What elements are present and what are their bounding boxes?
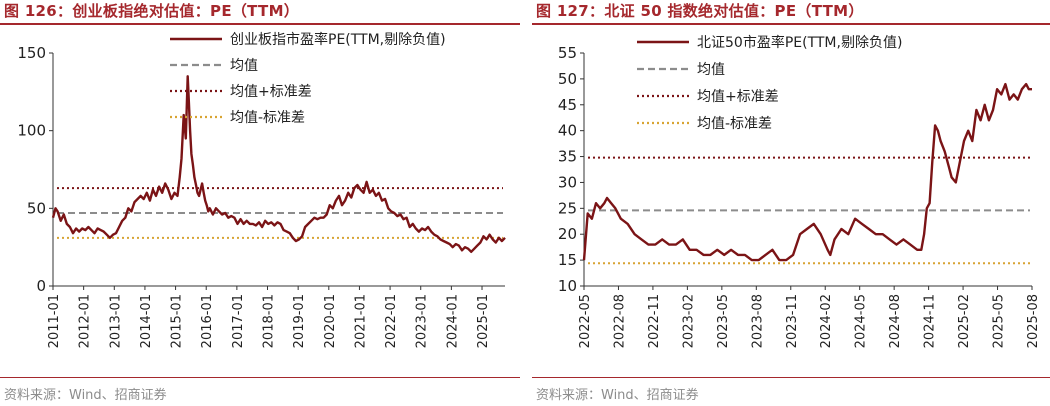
x-tick-label: 2022-08: [612, 294, 627, 348]
x-tick-label: 2012-01: [78, 294, 93, 348]
x-tick-label: 2024-02: [819, 294, 834, 348]
x-tick-label: 2022-05: [578, 294, 593, 348]
x-tick-label: 2018-01: [262, 294, 277, 348]
y-tick-label: 25: [558, 199, 577, 217]
pe-series-line: [51, 75, 506, 254]
x-tick-label: 2025-01: [476, 294, 491, 348]
x-tick-label: 2023-11: [785, 294, 800, 348]
y-tick-label: 45: [558, 96, 577, 114]
y-tick-label: 30: [558, 173, 577, 191]
x-tick-label: 2024-11: [923, 294, 938, 348]
legend-label: 均值-标准差: [230, 110, 305, 126]
x-tick-label: 2025-05: [992, 294, 1007, 348]
y-tick-label: 100: [17, 122, 46, 140]
y-tick-label: 40: [558, 122, 577, 140]
x-tick-label: 2017-01: [231, 294, 246, 348]
y-tick-label: 55: [558, 44, 577, 62]
chart-panel-pe-bse50: 图 127：北证 50 指数绝对估值：PE（TTM） 10 15 20 25 30 35 4…: [532, 0, 1050, 406]
x-tick-label: 2015-01: [170, 294, 185, 348]
legend-label: 均值+标准差: [230, 84, 312, 100]
y-tick-label: 10: [558, 277, 577, 295]
y-tick-label: 150: [17, 44, 46, 62]
x-tick-label: 2024-05: [854, 294, 869, 348]
y-tick-label: 50: [27, 199, 46, 217]
source-note: 资料来源：Wind、招商证券: [4, 388, 167, 403]
x-tick-label: 2024-01: [445, 294, 460, 348]
legend-label: 均值: [230, 58, 258, 74]
x-tick-label: 2023-05: [716, 294, 731, 348]
title-divider: [0, 23, 520, 25]
source-note: 资料来源：Wind、招商证券: [536, 388, 699, 403]
x-tick-label: 2013-01: [108, 294, 123, 348]
y-tick-label: 35: [558, 148, 577, 166]
y-tick-label: 15: [558, 251, 577, 269]
x-tick-label: 2019-01: [292, 294, 307, 348]
legend-label: 创业板指市盈率PE(TTM,剔除负值): [230, 31, 446, 48]
legend-label: 均值+标准差: [697, 89, 779, 105]
pe-series-line: [582, 82, 1032, 262]
figure-title: 图 127：北证 50 指数绝对估值：PE（TTM）: [536, 2, 864, 20]
x-tick-label: 2014-01: [139, 294, 154, 348]
x-tick-label: 2023-08: [750, 294, 765, 348]
legend-label: 均值-标准差: [697, 116, 772, 132]
title-divider: [532, 23, 1050, 25]
x-tick-label: 2022-01: [384, 294, 399, 348]
x-tick-label: 2025-08: [1026, 294, 1041, 348]
x-tick-label: 2020-01: [323, 294, 338, 348]
footer-divider: [532, 377, 1050, 378]
x-tick-label: 2011-01: [47, 294, 62, 348]
y-tick-label: 0: [36, 277, 46, 295]
x-tick-label: 2023-01: [415, 294, 430, 348]
chart-panel-pe-chinext: 图 126：创业板指绝对估值：PE（TTM） 0 50 100 150 2011-01 2…: [0, 0, 520, 406]
x-tick-label: 2025-02: [957, 294, 972, 348]
x-tick-label: 2016-01: [200, 294, 215, 348]
y-tick-label: 20: [558, 225, 577, 243]
pe-line-chart: 0 50 100 150 2011-01 2012-01 2013-01 2014-01 201…: [17, 31, 506, 348]
pe-line-chart: 10 15 20 25 30 35 40 45 50 55 2022-05 2022-08 2022-1…: [558, 34, 1041, 348]
x-tick-label: 2022-11: [647, 294, 662, 348]
figure-title: 图 126：创业板指绝对估值：PE（TTM）: [4, 2, 300, 20]
x-tick-label: 2023-02: [681, 294, 696, 348]
footer-divider: [0, 377, 520, 378]
legend-label: 均值: [697, 62, 725, 78]
x-tick-label: 2024-08: [888, 294, 903, 348]
x-tick-label: 2021-01: [353, 294, 368, 348]
y-tick-label: 50: [558, 70, 577, 88]
legend-label: 北证50市盈率PE(TTM,剔除负值): [697, 34, 902, 51]
